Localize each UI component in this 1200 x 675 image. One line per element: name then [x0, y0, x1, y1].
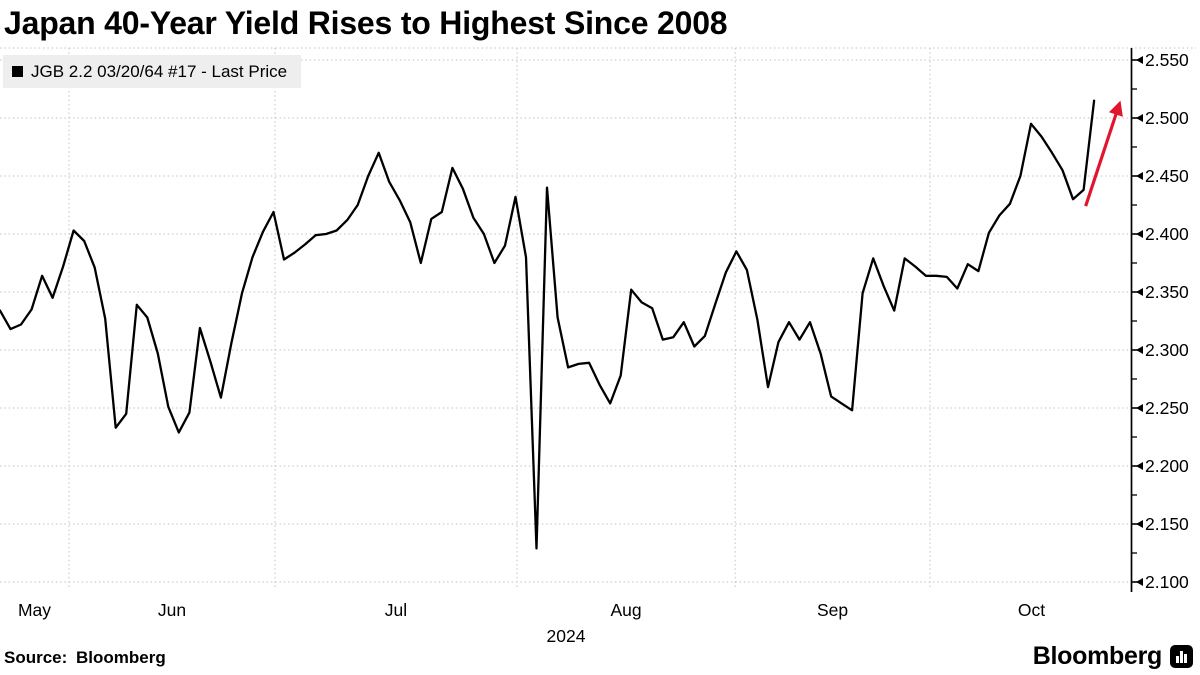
svg-text:2.100: 2.100 [1145, 572, 1189, 592]
svg-text:May: May [18, 600, 51, 620]
source-label: Source: Bloomberg [4, 648, 166, 667]
svg-text:Aug: Aug [610, 600, 641, 620]
bloomberg-logo-text: Bloomberg [1032, 642, 1163, 670]
svg-text:2.450: 2.450 [1145, 166, 1189, 186]
legend: JGB 2.2 03/20/64 #17 - Last Price [3, 55, 302, 88]
legend-marker-icon [12, 66, 23, 77]
bloomberg-bars-icon [1170, 645, 1193, 668]
svg-text:2024: 2024 [547, 626, 586, 646]
svg-text:2.400: 2.400 [1145, 224, 1189, 244]
svg-text:2.300: 2.300 [1145, 340, 1189, 360]
svg-text:Oct: Oct [1018, 600, 1045, 620]
svg-text:Jun: Jun [158, 600, 186, 620]
svg-text:2.250: 2.250 [1145, 398, 1189, 418]
svg-text:2.500: 2.500 [1145, 108, 1189, 128]
svg-text:Jul: Jul [385, 600, 407, 620]
svg-text:2.200: 2.200 [1145, 456, 1189, 476]
legend-label: JGB 2.2 03/20/64 #17 - Last Price [31, 61, 288, 81]
bloomberg-logo: Bloomberg [1033, 642, 1193, 671]
svg-text:Sep: Sep [817, 600, 848, 620]
svg-text:2.150: 2.150 [1145, 514, 1189, 534]
svg-text:2.350: 2.350 [1145, 282, 1189, 302]
page-title: Japan 40-Year Yield Rises to Highest Sin… [4, 5, 728, 41]
svg-text:2.550: 2.550 [1145, 50, 1189, 70]
